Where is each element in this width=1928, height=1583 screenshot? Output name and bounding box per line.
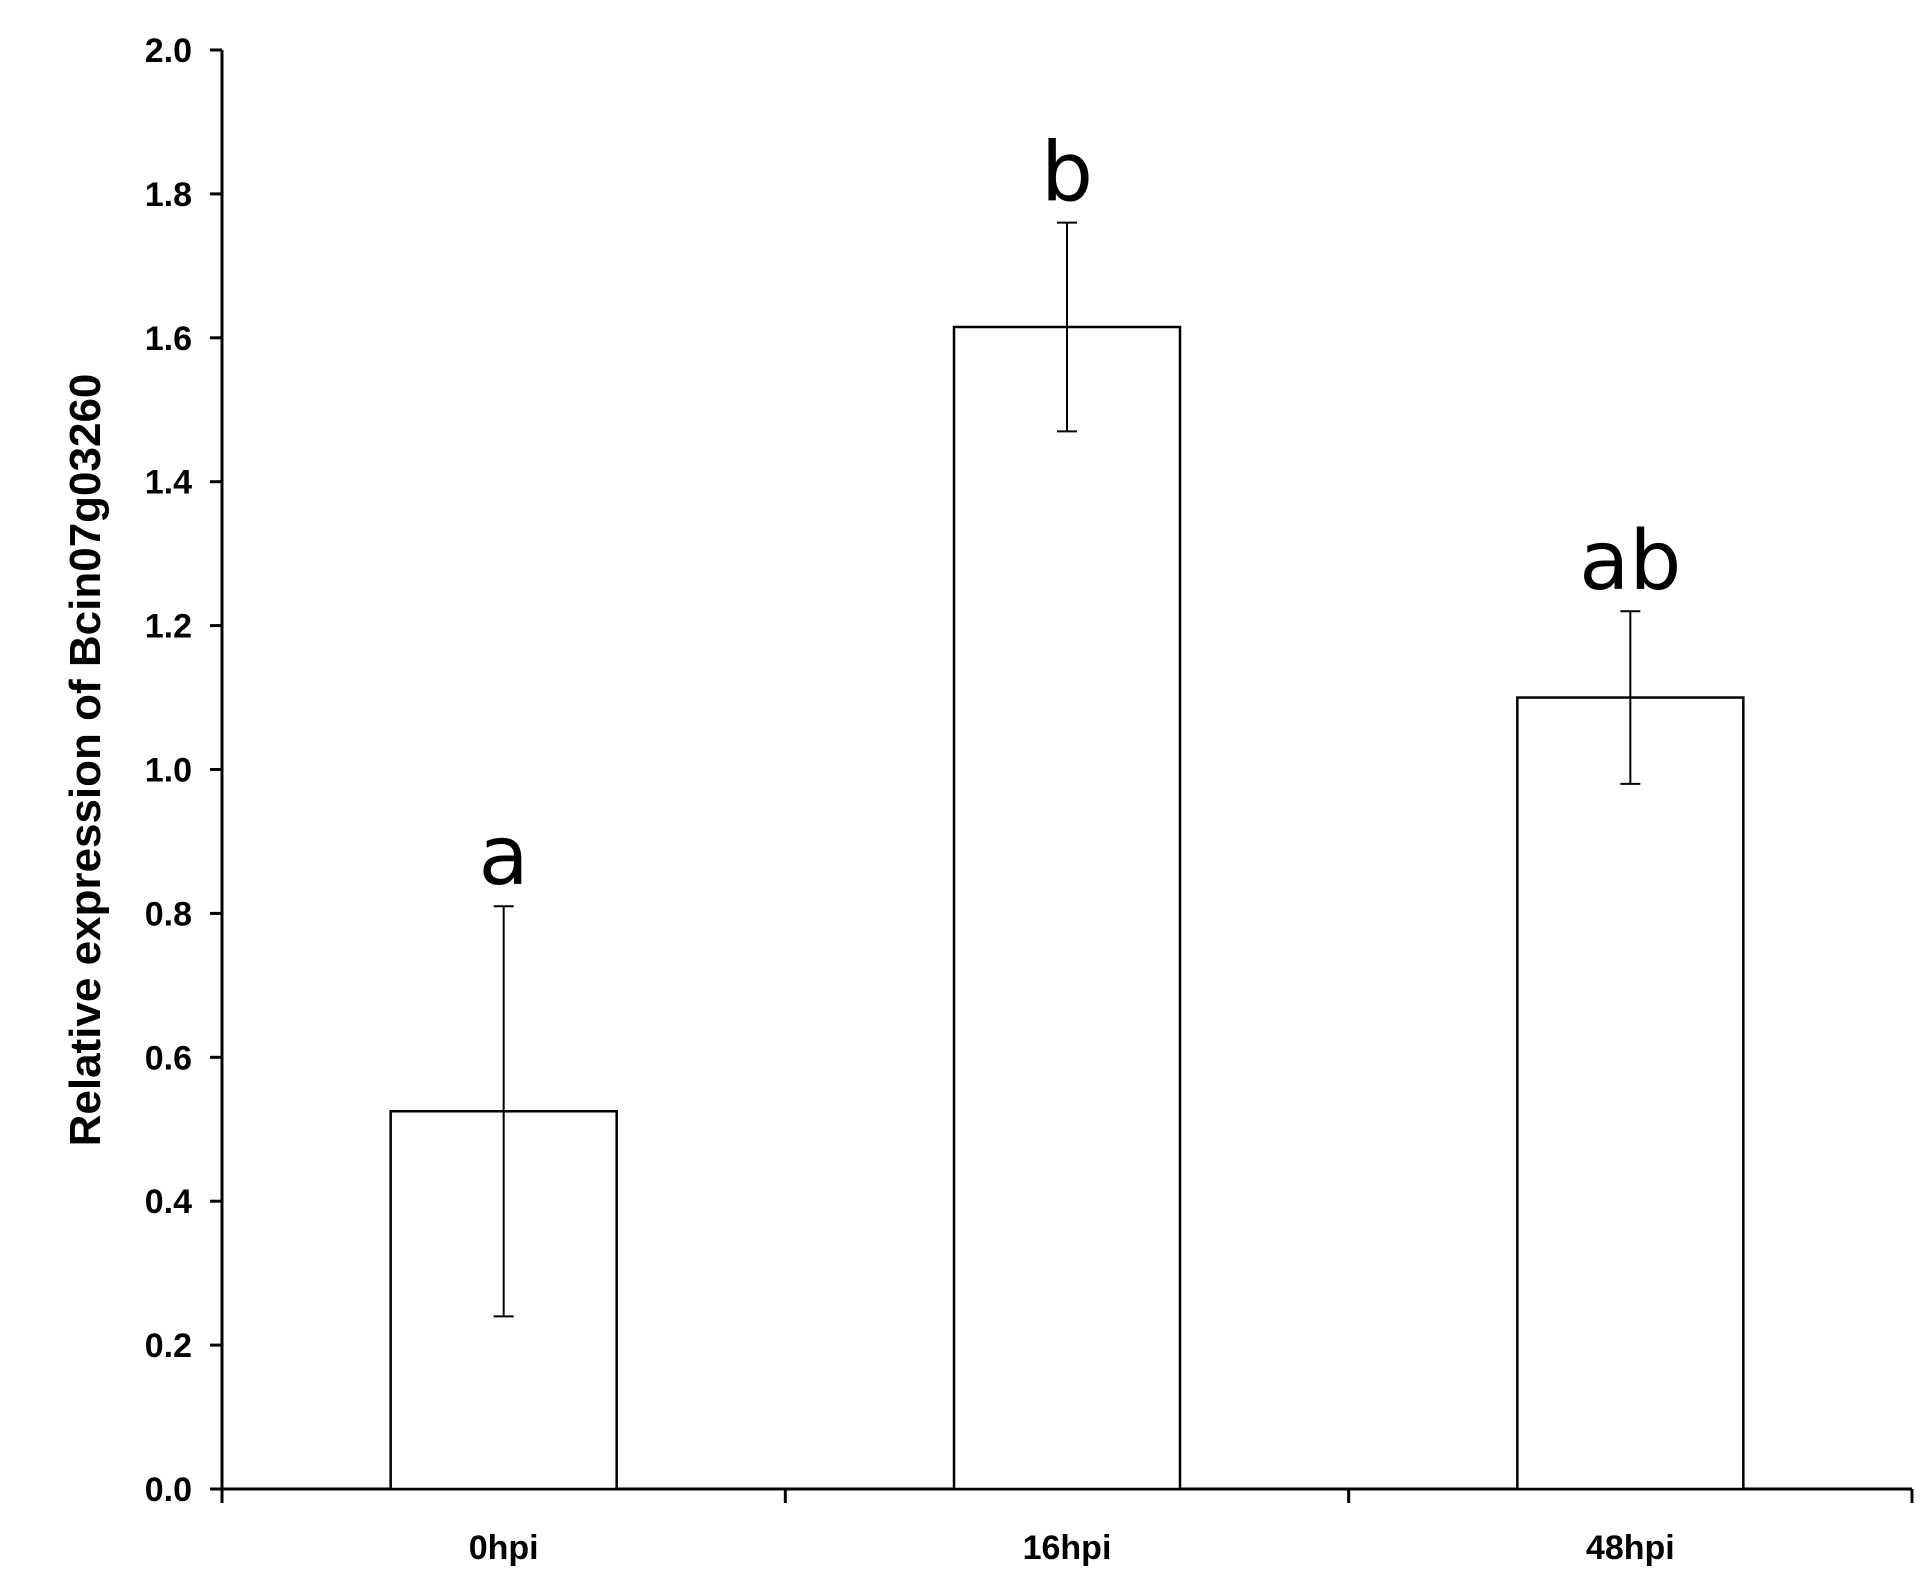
error-bars <box>493 221 1641 1318</box>
y-tick-label: 2.0 <box>145 32 192 70</box>
y-tick-label: 1.8 <box>145 176 192 214</box>
bar <box>952 325 1182 1491</box>
y-tick-label: 0.8 <box>145 895 192 933</box>
y-axis-title: Relative expression of Bcin07g03260 <box>61 374 110 1147</box>
y-tick-label: 1.2 <box>145 608 192 646</box>
y-tick-label: 0.2 <box>145 1327 192 1365</box>
y-tick-label: 0.0 <box>145 1471 192 1509</box>
x-tick-label: 48hpi <box>1586 1529 1675 1567</box>
x-tick-label: 0hpi <box>469 1529 539 1567</box>
significance-letter: a <box>479 809 529 904</box>
y-tick-label: 1.4 <box>145 464 192 502</box>
y-tick-label: 0.6 <box>145 1039 192 1077</box>
bar <box>1516 696 1745 1491</box>
x-axis: 0hpi 16hpi 48hpi <box>220 1487 1914 1567</box>
significance-letter: b <box>1041 126 1093 221</box>
y-tick-label: 0.4 <box>145 1183 192 1221</box>
significance-letter: ab <box>1579 514 1681 609</box>
y-axis: 0.0 0.2 0.4 0.6 0.8 1.0 1.2 1.4 1.6 1.8 2.0 <box>145 32 224 1509</box>
x-tick-label: 16hpi <box>1023 1529 1112 1567</box>
bars <box>389 325 1745 1491</box>
y-tick-label: 1.6 <box>145 320 192 358</box>
y-tick-label: 1.0 <box>145 752 192 790</box>
